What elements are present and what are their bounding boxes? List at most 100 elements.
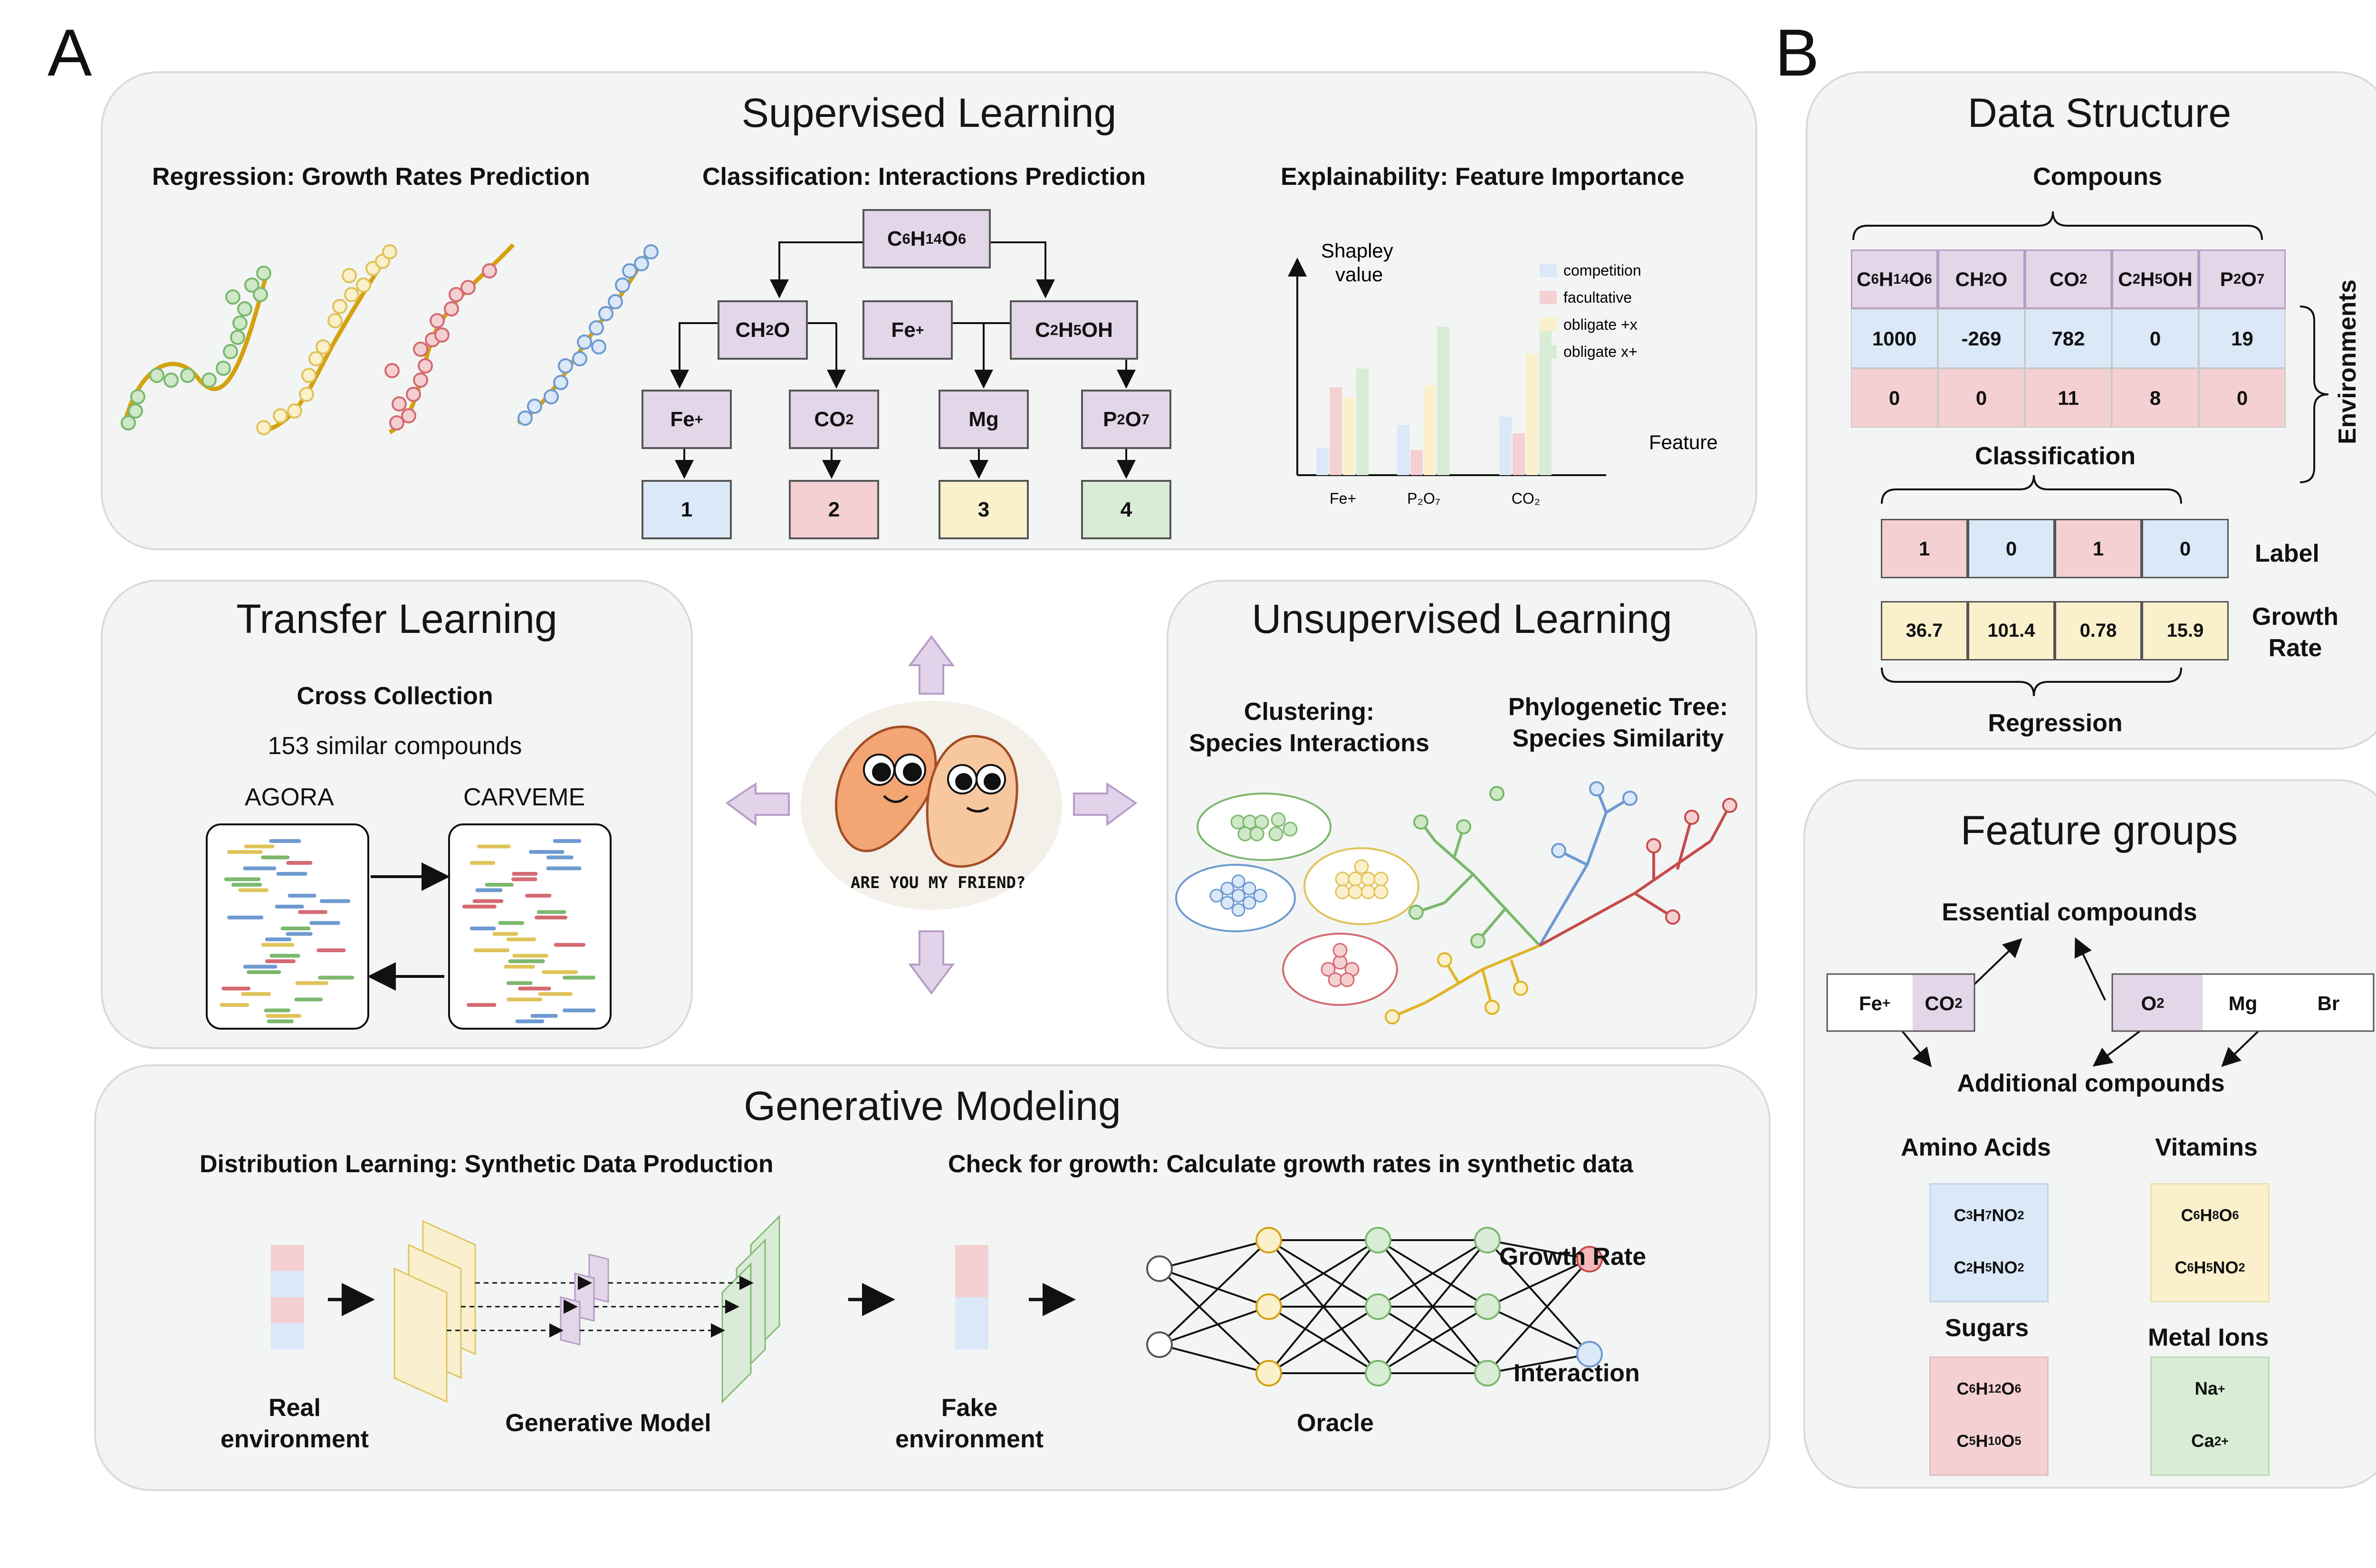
regression-plot-green xyxy=(121,266,271,430)
data-cell: 782 xyxy=(2025,309,2112,368)
phylogenetic-tree xyxy=(1391,788,1731,1018)
tree-node-c2h5oh: C 2 H 5 OH xyxy=(1010,300,1138,360)
cluster-green xyxy=(1197,793,1332,861)
shapley-bar-p2o7-0 xyxy=(1397,425,1409,475)
classification-title: Classification: Interactions Prediction xyxy=(702,163,1146,191)
tree-node-fe-2: Fe + xyxy=(642,390,732,449)
shapley-bar-co2-0 xyxy=(1499,416,1512,475)
bacteria-right-icon xyxy=(926,735,1018,868)
shapley-bar-co2-2 xyxy=(1526,354,1538,475)
tree-leaf-2: 2 xyxy=(789,480,879,539)
metals-box: Na + Ca 2+ xyxy=(2150,1357,2270,1476)
growth-cell: 36.7 xyxy=(1881,601,1968,660)
amino-item-2: C 2 H 5 NO 2 xyxy=(1954,1258,2024,1277)
vitamins-title: Vitamins xyxy=(2155,1134,2258,1161)
legend-label-0: competition xyxy=(1563,262,1641,279)
nn-node xyxy=(1365,1293,1391,1320)
additional-label: Additional compounds xyxy=(1957,1070,2225,1097)
shapley-ylabel-1: Shapley xyxy=(1321,239,1393,262)
transfer-note: 153 similar compounds xyxy=(268,732,522,760)
tree-node-mg: Mg xyxy=(939,390,1029,449)
arrow-left-icon xyxy=(725,782,790,826)
phylo-title: Phylogenetic Tree: Species Similarity xyxy=(1508,693,1728,752)
arrow-right-icon xyxy=(1073,782,1138,826)
data-cell: 19 xyxy=(2199,309,2286,368)
sugars-box: C 6 H 12 O 6 C 5 H 10 O 5 xyxy=(1929,1357,2049,1476)
legend-swatch-2 xyxy=(1540,318,1557,331)
essential-label: Essential compounds xyxy=(1942,899,2197,926)
growth-check-title: Check for growth: Calculate growth rates… xyxy=(948,1150,1633,1178)
tree-leaf-3: 3 xyxy=(939,480,1029,539)
generative-title: Generative Modeling xyxy=(744,1083,1121,1129)
essential-fe: Fe + xyxy=(1859,992,1891,1014)
metals-item-2: Ca 2+ xyxy=(2191,1431,2229,1451)
clustering-and-tree xyxy=(1175,781,1737,1024)
oracle-label: Oracle xyxy=(1297,1409,1374,1437)
additional-br: Br xyxy=(2317,992,2340,1014)
tree-node-co2: CO 2 xyxy=(789,390,879,449)
nn-node xyxy=(1474,1293,1501,1320)
shapley-bar-co2-1 xyxy=(1513,433,1525,475)
data-cell: 8 xyxy=(2112,368,2199,428)
cluster-yellow xyxy=(1303,847,1419,925)
fake-env-label: Fake environment xyxy=(895,1394,1044,1453)
sugars-item-1: C 6 H 12 O 6 xyxy=(1956,1379,2022,1398)
panel-letter-b: B xyxy=(1775,15,1820,90)
real-env-label: Real environment xyxy=(220,1394,369,1453)
real-env-vector xyxy=(271,1245,304,1349)
shapley-bar-p2o7-2 xyxy=(1424,385,1436,475)
header-co2: CO 2 xyxy=(2025,249,2112,309)
shapley-bar-p2o7-3 xyxy=(1437,326,1449,475)
compounds-label: Compouns xyxy=(2033,163,2162,191)
tree-leaf-1: 1 xyxy=(642,480,732,539)
agora-label: AGORA xyxy=(245,784,334,811)
data-structure-braces xyxy=(1852,211,2329,697)
feature-groups-panel: Feature groups xyxy=(1803,779,2376,1489)
label-cell: 1 xyxy=(2055,519,2142,578)
bacteria-left-icon xyxy=(835,726,937,852)
metals-item-1: Na + xyxy=(2194,1378,2225,1399)
shapley-tick-2: CO₂ xyxy=(1512,490,1540,507)
legend-swatch-1 xyxy=(1540,291,1557,304)
shapley-ylabel-2: value xyxy=(1335,263,1383,286)
data-cell: 1000 xyxy=(1851,309,1938,368)
nn-node xyxy=(1576,1341,1603,1367)
metals-title: Metal Ions xyxy=(2148,1324,2269,1351)
nn-node xyxy=(1255,1293,1282,1320)
amino-item-1: C 3 H 7 NO 2 xyxy=(1954,1205,2024,1225)
legend-label-1: facultative xyxy=(1563,289,1632,306)
center-illustration xyxy=(725,635,1138,995)
panel-letter-a: A xyxy=(48,15,92,90)
transfer-title: Transfer Learning xyxy=(236,596,557,642)
transfer-subtitle: Cross Collection xyxy=(297,682,493,710)
nn-node xyxy=(1255,1227,1282,1253)
nn-node xyxy=(1576,1246,1603,1272)
vitamins-item-2: C 6 H 5 NO 2 xyxy=(2175,1258,2245,1277)
transfer-docs xyxy=(206,823,612,1030)
legend-label-2: obligate +x xyxy=(1563,316,1638,333)
sugars-title: Sugars xyxy=(1945,1314,2029,1342)
amino-box: C 3 H 7 NO 2 C 2 H 5 NO 2 xyxy=(1929,1183,2049,1302)
generative-panel: Generative Modeling xyxy=(94,1064,1771,1491)
nn-node xyxy=(1146,1255,1173,1282)
shapley-bar-fe-0 xyxy=(1316,448,1329,475)
growth-cell: 101.4 xyxy=(1968,601,2055,660)
nn-node xyxy=(1474,1360,1501,1386)
label-cell: 0 xyxy=(1968,519,2055,578)
shapley-xlabel: Feature xyxy=(1649,431,1718,453)
legend-swatch-3 xyxy=(1540,345,1557,358)
growth-rate-output: Growth Rate xyxy=(1499,1243,1647,1271)
classification-label: Classification xyxy=(1974,442,2136,470)
carveme-label: CARVEME xyxy=(463,784,585,811)
nn-node xyxy=(1365,1227,1391,1253)
additional-mg: Mg xyxy=(2228,992,2258,1014)
tree-node-fe: Fe + xyxy=(862,300,953,360)
header-c6h14o6: C 6 H 14 O 6 xyxy=(1851,249,1938,309)
label-cell: 0 xyxy=(2142,519,2229,578)
sugars-item-2: C 5 H 10 O 5 xyxy=(1956,1431,2022,1451)
regression-plot-blue xyxy=(517,244,659,426)
